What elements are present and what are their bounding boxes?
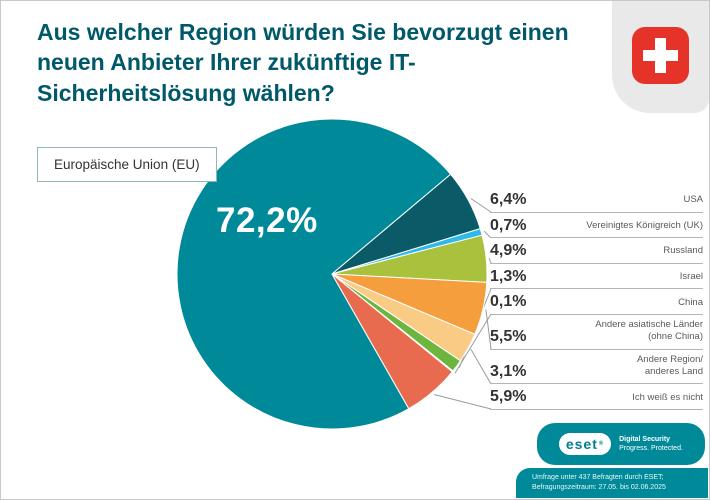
legend-label: China <box>678 296 703 308</box>
swiss-cross-horizontal <box>643 50 678 61</box>
eu-label-box: Europäische Union (EU) <box>37 147 217 182</box>
legend-value: 3,1% <box>490 362 527 380</box>
eset-tagline: Digital Security Progress. Protected. <box>619 435 683 454</box>
legend-value: 6,4% <box>490 191 527 208</box>
legend-label: Andere asiatische Länder (ohne China) <box>595 318 703 343</box>
eset-logo-text: eset <box>565 436 598 452</box>
legend-label: Vereinigtes Königreich (UK) <box>586 219 703 231</box>
legend: 6,4% USA 0,7% Vereinigtes Königreich (UK) 4,… <box>490 187 703 410</box>
legend-row: 1,3% Israel <box>490 264 703 290</box>
legend-value: 5,5% <box>490 328 527 346</box>
legend-value: 4,9% <box>490 242 527 260</box>
eu-percentage-label: 72,2% <box>216 201 318 240</box>
legend-value: 0,1% <box>490 293 527 311</box>
pie-slice <box>176 118 452 430</box>
pie-chart <box>171 113 493 435</box>
swiss-flag-icon <box>632 27 689 84</box>
source-footer: Umfrage unter 437 Befragten durch ESET; … <box>516 468 708 498</box>
registered-mark: ® <box>598 441 605 447</box>
survey-source-line1: Umfrage unter 437 Befragten durch ESET; <box>532 474 664 481</box>
legend-label: Ich weiß es nicht <box>632 391 703 403</box>
pie-svg <box>176 118 488 430</box>
eset-tagline-line2: Progress. Protected. <box>619 445 683 452</box>
eset-tagline-line1: Digital Security <box>619 435 671 443</box>
legend-row: 5,9% Ich weiß es nicht <box>490 384 703 410</box>
survey-source-line2: Befragungszeitraum: 27.05. bis 02.06.202… <box>532 484 666 492</box>
legend-row: 0,1% China <box>490 289 703 315</box>
eset-logo: eset ® <box>559 433 612 455</box>
flag-corner-blob <box>612 1 709 113</box>
legend-value: 0,7% <box>490 216 527 234</box>
legend-row: 0,7% Vereinigtes Königreich (UK) <box>490 213 703 239</box>
legend-label: USA <box>683 194 703 206</box>
legend-value: 5,9% <box>490 388 527 406</box>
page-title: Aus welcher Region würden Sie bevorzugt … <box>37 19 569 106</box>
legend-label: Andere Region/ anderes Land <box>636 353 703 377</box>
legend-row: 4,9% Russland <box>490 238 703 264</box>
legend-value: 1,3% <box>490 267 527 285</box>
legend-row: 5,5% Andere asiatische Länder (ohne China… <box>490 315 703 350</box>
eset-logo-container: eset ® Digital Security Progress. Protect… <box>537 423 705 465</box>
legend-row: 3,1% Andere Region/ anderes Land <box>490 350 703 385</box>
pie-slice <box>331 273 454 410</box>
legend-row: 6,4% USA <box>490 187 703 213</box>
legend-label: Israel <box>679 271 703 283</box>
legend-label: Russland <box>663 245 703 257</box>
